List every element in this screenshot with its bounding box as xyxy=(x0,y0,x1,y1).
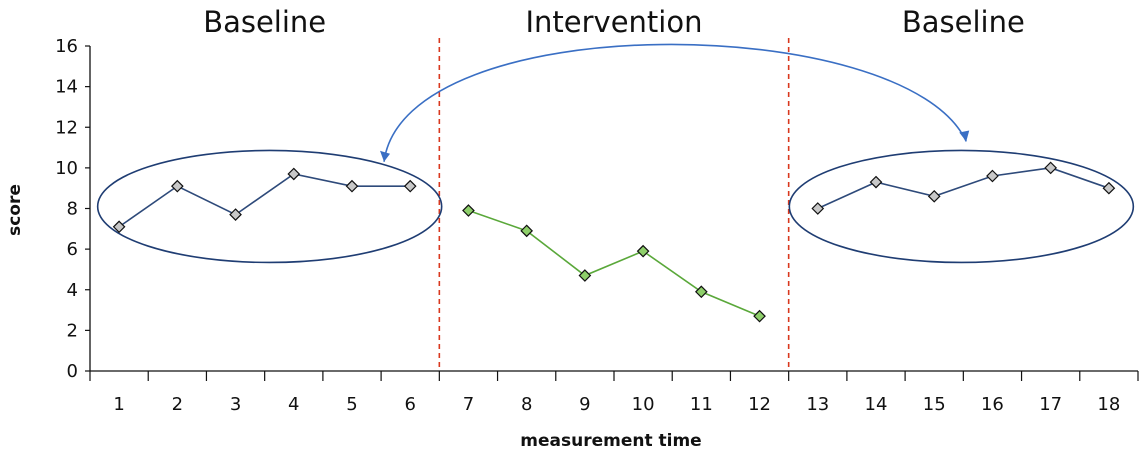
data-point xyxy=(578,269,592,282)
data-series xyxy=(112,161,1116,323)
comparison-arrow xyxy=(380,43,970,162)
x-tick-label: 13 xyxy=(806,394,829,415)
x-tick-label: 6 xyxy=(404,394,415,415)
phase-labels: Baseline Intervention Baseline xyxy=(203,5,1025,39)
x-tick-label: 9 xyxy=(579,394,590,415)
data-point xyxy=(520,224,534,238)
baseline-ellipse-1 xyxy=(96,149,443,264)
x-tick-label: 7 xyxy=(463,394,474,415)
data-point xyxy=(403,179,417,193)
x-tick-label: 18 xyxy=(1097,394,1120,415)
series-line-1 xyxy=(118,173,411,228)
x-tick-label: 12 xyxy=(748,394,771,415)
x-tick-label: 4 xyxy=(288,394,299,415)
data-point xyxy=(1102,181,1116,195)
data-point xyxy=(170,179,184,193)
phase-label: Baseline xyxy=(203,5,326,39)
phase-label: Baseline xyxy=(902,5,1025,39)
data-point xyxy=(229,208,242,221)
data-point xyxy=(112,220,126,234)
x-tick-label: 15 xyxy=(923,394,946,415)
data-point xyxy=(345,179,359,193)
data-point xyxy=(636,244,650,258)
data-point xyxy=(986,169,999,183)
y-tick-label: 10 xyxy=(55,158,78,179)
phase-label: Intervention xyxy=(525,5,702,39)
y-tick-label: 12 xyxy=(55,117,78,138)
x-tick-label: 5 xyxy=(346,394,357,415)
y-tick-label: 14 xyxy=(55,77,78,98)
data-point xyxy=(869,175,883,189)
x-tick-label: 1 xyxy=(113,394,124,415)
x-tick-label: 8 xyxy=(521,394,532,415)
y-tick-label: 4 xyxy=(67,280,78,301)
arrow-head-right xyxy=(959,130,970,142)
y-tick-label: 8 xyxy=(67,199,78,220)
x-tick-label: 16 xyxy=(981,394,1004,415)
x-tick-label: 17 xyxy=(1039,394,1062,415)
arrow-curve xyxy=(383,43,967,162)
baseline-ellipse-2 xyxy=(788,149,1135,264)
x-tick-label: 14 xyxy=(865,394,888,415)
data-point xyxy=(753,309,766,323)
x-tick-label: 10 xyxy=(632,394,655,415)
baseline-ellipses xyxy=(96,149,1135,264)
series-line-2 xyxy=(468,209,760,317)
y-tick-label: 2 xyxy=(67,320,78,341)
y-tick-label: 0 xyxy=(67,361,78,382)
x-tick-label: 2 xyxy=(172,394,183,415)
data-point xyxy=(462,204,475,217)
y-axis-title: score xyxy=(5,184,25,236)
series-line-3 xyxy=(817,167,1110,210)
x-axis-title: measurement time xyxy=(520,431,701,451)
x-tick-label: 3 xyxy=(230,394,241,415)
phase-dividers xyxy=(438,38,790,371)
y-tick-label: 6 xyxy=(67,239,78,260)
data-point xyxy=(694,285,708,299)
x-tick-label: 11 xyxy=(690,394,713,415)
arrow-head-left xyxy=(380,150,391,162)
data-point xyxy=(927,189,941,203)
data-point xyxy=(1044,161,1058,175)
data-point xyxy=(811,202,825,215)
data-point xyxy=(287,167,301,181)
y-tick-label: 16 xyxy=(55,36,78,57)
